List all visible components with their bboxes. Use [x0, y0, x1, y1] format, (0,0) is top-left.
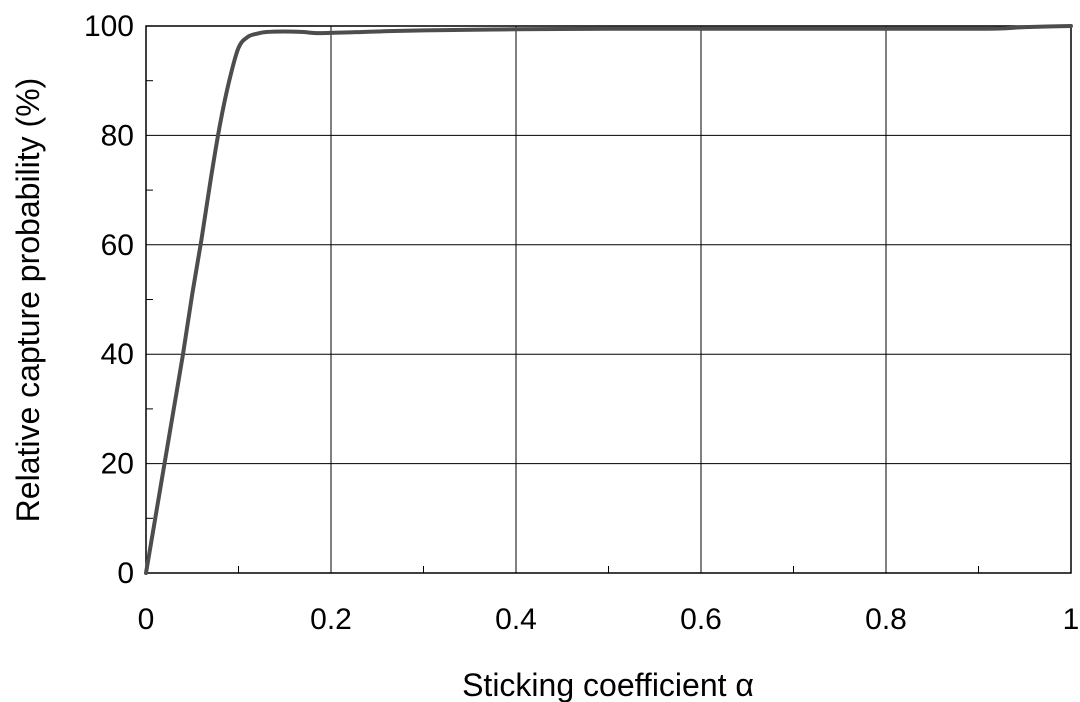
y-tick-label: 0: [117, 557, 134, 590]
x-tick-label: 1: [1063, 603, 1080, 636]
y-tick-label: 100: [84, 10, 134, 43]
y-tick-label: 80: [101, 119, 134, 152]
minor-ticks: [146, 80, 979, 573]
y-axis-label: Relative capture probability (%): [10, 78, 46, 523]
series-line-0: [144, 24, 1073, 575]
grid: [145, 25, 1072, 574]
x-axis-label: Sticking coefficient α: [462, 667, 754, 702]
y-tick-label: 20: [101, 448, 134, 481]
x-tick-label: 0.6: [680, 603, 722, 636]
x-tick-label: 0.2: [310, 603, 352, 636]
x-tick-labels: 0 0.2 0.4 0.6 0.8 1: [138, 603, 1080, 636]
plot-frame: [145, 25, 1072, 574]
x-tick-label: 0.4: [495, 603, 537, 636]
x-tick-label: 0: [138, 603, 155, 636]
y-tick-label: 60: [101, 229, 134, 262]
series-layer: [144, 24, 1073, 575]
x-tick-label: 0.8: [865, 603, 907, 636]
y-tick-label: 40: [101, 338, 134, 371]
y-tick-labels: 0 20 40 60 80 100: [84, 10, 134, 590]
